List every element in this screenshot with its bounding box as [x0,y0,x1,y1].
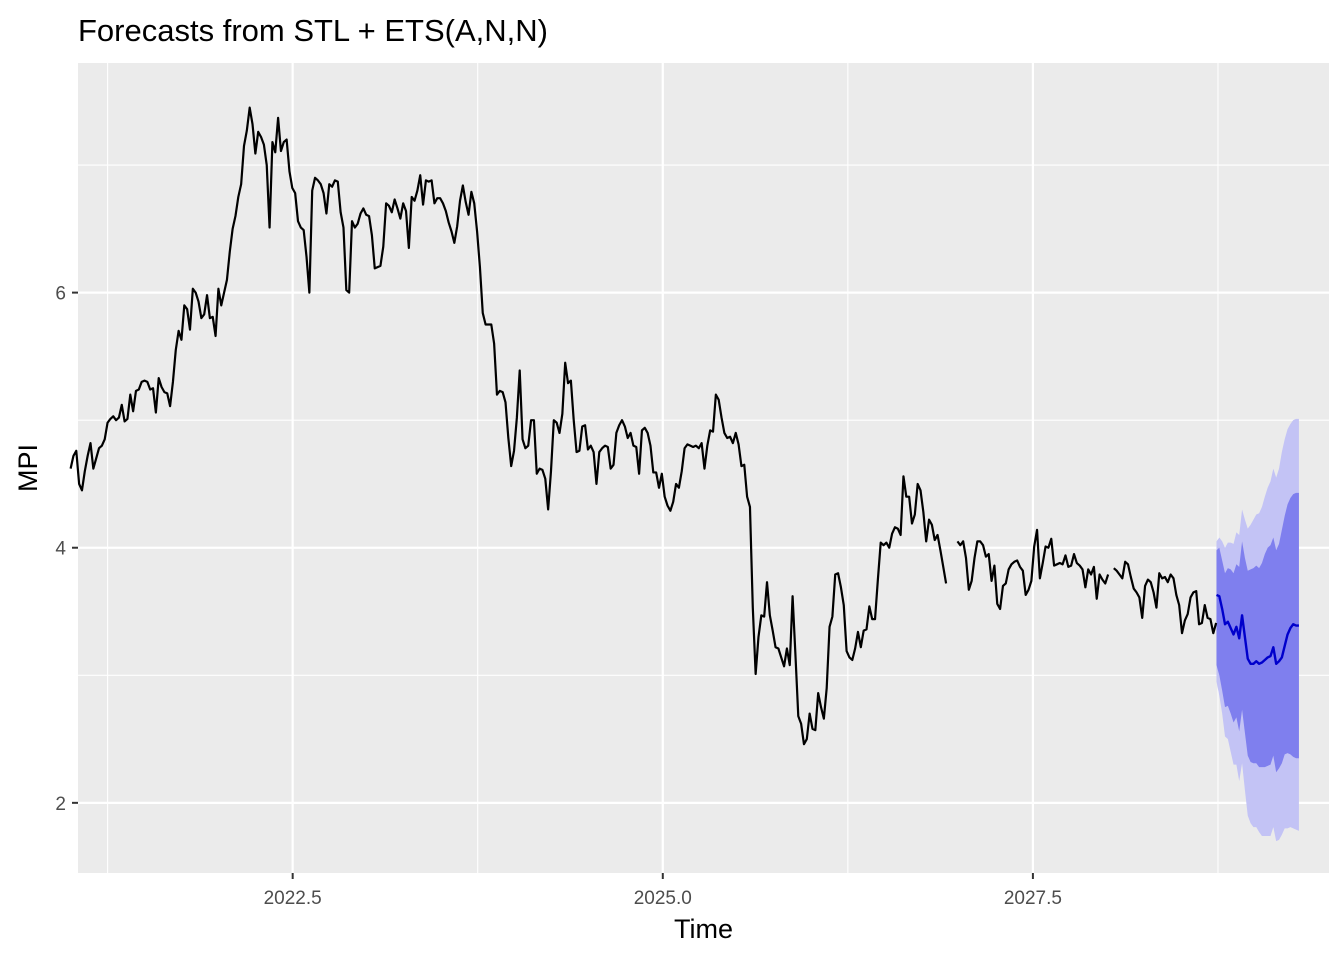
forecast-mean-line [1215,593,1299,665]
x-tick-label: 2022.5 [264,888,322,909]
y-axis: 2 4 6 [55,284,78,815]
y-tick-label: 2 [55,794,66,815]
minor-gridlines [78,63,1329,873]
y-tick-label: 6 [55,284,66,305]
x-axis-label: Time [674,914,733,944]
history-line [69,106,1218,746]
y-tick-label: 4 [55,539,66,560]
prediction-intervals [1216,418,1299,842]
x-axis: 2022.5 2025.0 2027.5 [264,873,1062,909]
major-gridlines [78,63,1329,873]
series-lines [69,106,1299,746]
chart-title: Forecasts from STL + ETS(A,N,N) [78,13,548,48]
y-axis-label: MPI [13,444,43,492]
x-tick-label: 2025.0 [634,888,692,909]
x-tick-label: 2027.5 [1004,888,1062,909]
interval-80-band [1216,492,1299,773]
